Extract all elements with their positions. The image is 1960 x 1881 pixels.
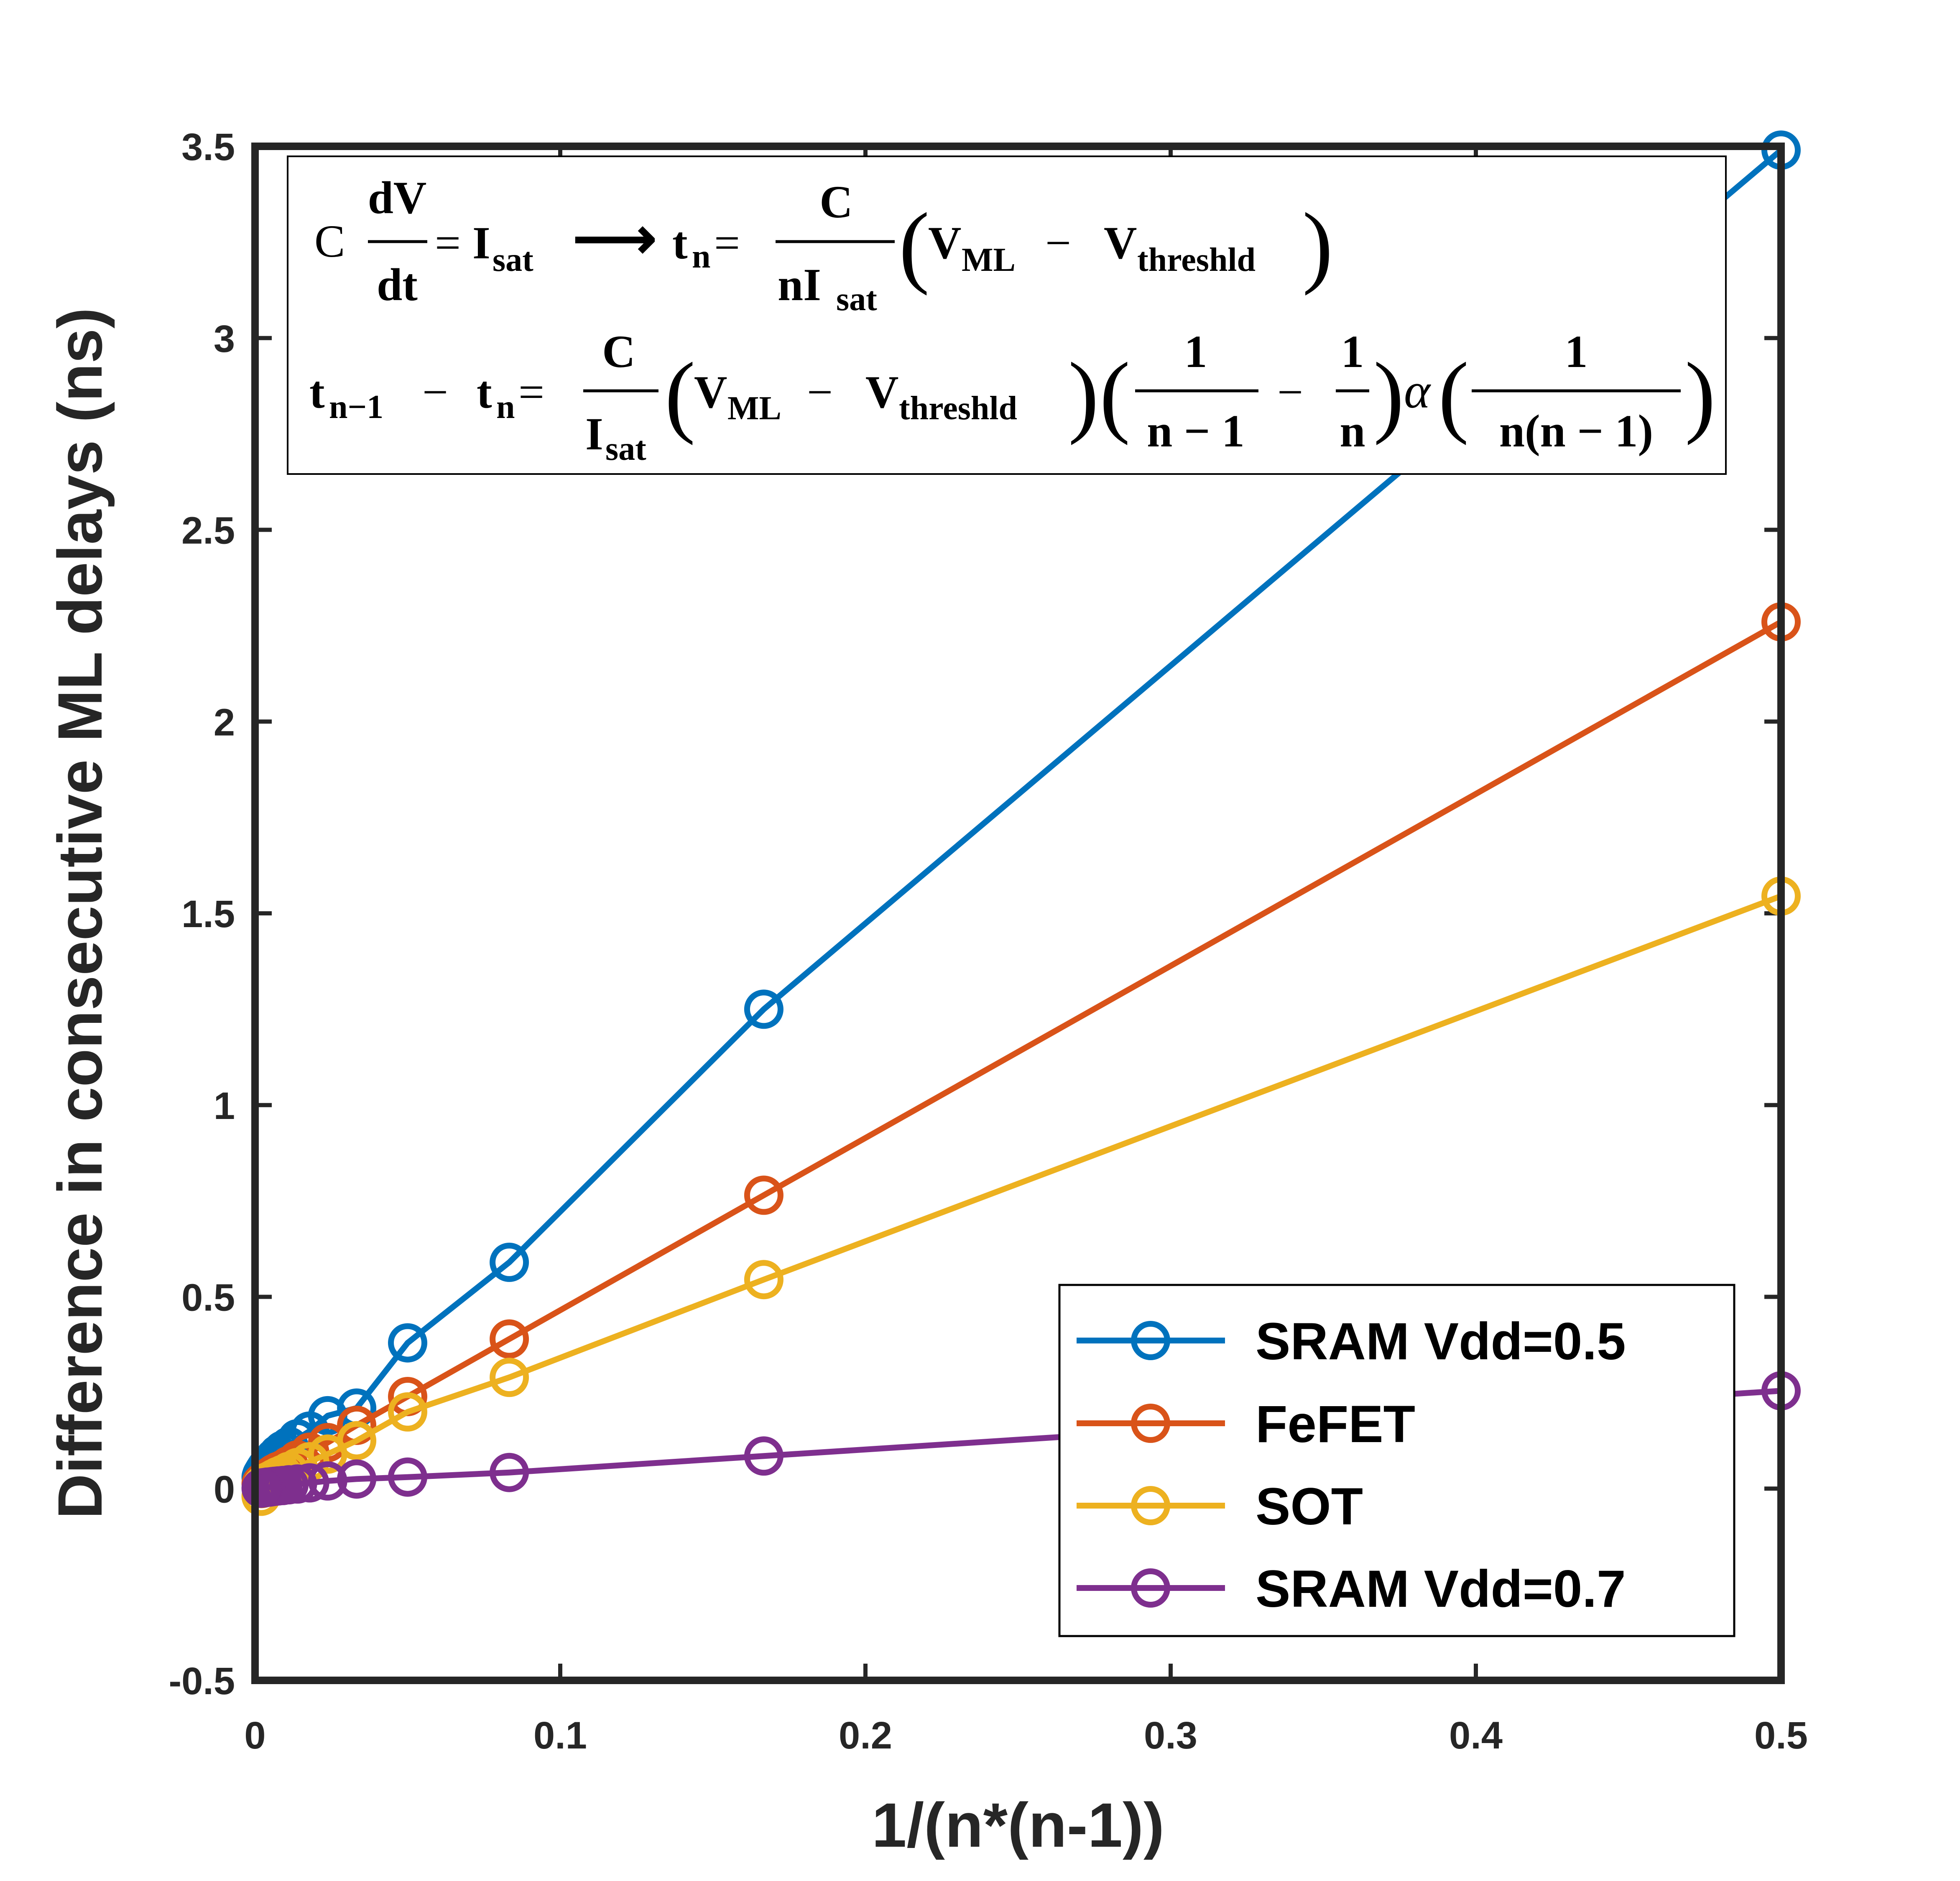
x-tick-label-0: 0 <box>244 1714 265 1757</box>
eq2-threshld: threshld <box>899 390 1017 427</box>
eq2-frac-den-sat: sat <box>605 431 646 467</box>
legend-marker-3 <box>1131 1568 1170 1608</box>
eq1-equals-2: = <box>714 217 740 268</box>
eq1-frac-den-ni: nI <box>778 259 821 310</box>
data-point-3-1 <box>744 1436 783 1476</box>
eq2-frac-num: C <box>602 326 635 377</box>
data-point-0-2 <box>490 1242 529 1282</box>
legend-label-0: SRAM Vdd=0.5 <box>1256 1313 1626 1371</box>
eq2-one-a: 1 <box>1184 326 1207 377</box>
y-tick-label-3: 1 <box>214 1085 235 1127</box>
eq1-lparen: ( <box>899 194 929 296</box>
data-point-2-2 <box>490 1358 529 1397</box>
eq1-frac-den-sat: sat <box>836 281 877 318</box>
eq2-den-c: n(n − 1) <box>1499 405 1653 456</box>
eq2-minus-2: − <box>807 367 833 418</box>
y-tick-label-7: 3 <box>214 318 235 360</box>
eq2-lparen-1: ( <box>665 344 695 446</box>
y-tick-label-0: -0.5 <box>168 1660 235 1703</box>
eq2-minus-3: − <box>1277 367 1303 418</box>
eq2-n-sub: n <box>496 389 515 426</box>
eq2-nm1-sub: n−1 <box>329 389 383 426</box>
eq2-one-b: 1 <box>1341 326 1364 377</box>
legend-marker-0 <box>1131 1321 1170 1360</box>
legend-label-3: SRAM Vdd=0.7 <box>1256 1560 1626 1618</box>
eq2-ml: ML <box>727 390 781 427</box>
y-tick-label-1: 0 <box>214 1468 235 1511</box>
data-point-3-4 <box>337 1459 377 1499</box>
eq2-rparen-1: ) <box>1068 344 1099 446</box>
eq2-t2: t <box>477 367 492 418</box>
equation-annotation: C dV dt = I sat ⟶ t n = C nI sat ( V ML … <box>287 155 1727 475</box>
data-point-1-2 <box>490 1319 529 1359</box>
eq1-ml: ML <box>962 242 1016 278</box>
x-tick-label-5: 0.5 <box>1754 1714 1808 1757</box>
data-point-2-3 <box>388 1392 427 1432</box>
eq2-den-b: n <box>1340 405 1365 456</box>
eq2-lparen-3: ( <box>1438 344 1469 446</box>
eq2-v1: V <box>694 367 727 418</box>
x-tick-label-3: 0.3 <box>1144 1714 1197 1757</box>
eq2-den-a: n − 1 <box>1147 405 1245 456</box>
y-tick-label-8: 3.5 <box>181 126 235 168</box>
y-tick-label-5: 2 <box>214 701 235 744</box>
data-point-1-1 <box>744 1175 783 1215</box>
y-tick-label-6: 2.5 <box>181 510 235 552</box>
x-tick-label-2: 0.2 <box>839 1714 892 1757</box>
eq1-v2: V <box>1104 217 1137 268</box>
eq1-i: I <box>472 217 490 268</box>
eq1-dt: dt <box>377 259 418 310</box>
data-point-0-3 <box>388 1323 427 1363</box>
eq1-sat: sat <box>493 242 533 278</box>
eq2-alpha: α <box>1404 363 1431 418</box>
annotation-box <box>287 155 1727 475</box>
eq2-one-c: 1 <box>1565 326 1588 377</box>
y-axis-title: Difference in consecutive ML delays (ns) <box>45 308 115 1519</box>
eq1-minus: − <box>1045 217 1071 268</box>
plot-area-frame <box>251 143 1785 1684</box>
eq2-minus: − <box>422 367 448 418</box>
eq2-lparen-2: ( <box>1100 344 1130 446</box>
eq2-equals: = <box>518 367 544 418</box>
eq2-v2: V <box>865 367 898 418</box>
data-point-3-3 <box>388 1457 427 1497</box>
eq1-frac-num: C <box>819 176 852 227</box>
x-tick-label-1: 0.1 <box>533 1714 587 1757</box>
x-tick-label-4: 0.4 <box>1449 1714 1503 1757</box>
eq1-n-sub: n <box>692 238 711 275</box>
data-point-2-1 <box>744 1260 783 1300</box>
legend: SRAM Vdd=0.5 FeFET SOT SRAM Vdd=0.7 <box>1058 1284 1735 1637</box>
legend-marker-2 <box>1131 1486 1170 1525</box>
eq2-frac-den-i: I <box>585 408 603 459</box>
eq2-t1: t <box>309 367 325 418</box>
eq1-c: C <box>314 216 345 267</box>
data-point-3-21 <box>241 1468 281 1508</box>
eq1-v1: V <box>928 217 961 268</box>
legend-label-2: SOT <box>1256 1478 1363 1536</box>
legend-marker-1 <box>1131 1404 1170 1443</box>
x-axis-title: 1/(n*(n-1)) <box>872 1790 1164 1860</box>
legend-entries: SRAM Vdd=0.5 FeFET SOT SRAM Vdd=0.7 <box>1077 1313 1626 1618</box>
eq1-arrow: ⟶ <box>573 206 657 271</box>
data-point-3-2 <box>490 1453 529 1492</box>
eq2-rparen-2: ) <box>1373 344 1404 446</box>
eq1-t: t <box>672 217 688 268</box>
legend-label-1: FeFET <box>1256 1395 1415 1453</box>
tick-labels: 0 0.1 0.2 0.3 0.4 0.5-0.500.511.522.533.5 <box>168 126 1807 1757</box>
eq1-dv: dV <box>368 172 427 223</box>
y-tick-label-2: 0.5 <box>181 1277 235 1319</box>
eq2-rparen-3: ) <box>1685 344 1715 446</box>
eq1-equals: = <box>435 217 461 268</box>
eq1-threshld: threshld <box>1137 242 1256 278</box>
data-point-0-1 <box>744 989 783 1029</box>
series-group <box>241 130 1801 1516</box>
eq1-rparen: ) <box>1302 194 1333 296</box>
y-tick-label-4: 1.5 <box>181 893 235 935</box>
